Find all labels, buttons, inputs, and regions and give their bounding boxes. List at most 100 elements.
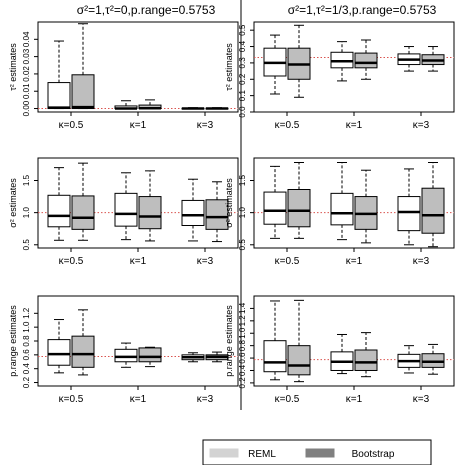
box-body (287, 189, 311, 228)
x-tick-label: κ=3 (197, 120, 214, 131)
box-bootstrap (354, 39, 378, 80)
y-tick-label: 1.5 (22, 174, 31, 186)
legend-label-reml: REML (248, 449, 276, 460)
x-tick-label: κ=0.5 (275, 394, 300, 405)
legend: REML Bootstrap (202, 439, 432, 465)
y-tick-label: 0.2 (238, 73, 247, 85)
y-tick-label: 0.04 (22, 31, 31, 47)
y-tick-label: 0.8 (238, 340, 247, 352)
box-bootstrap (71, 162, 95, 241)
x-tick-label: κ=3 (413, 256, 430, 267)
y-tick-label: 0.0 (238, 106, 247, 118)
box-reml (47, 319, 71, 374)
y-tick-label: 0.2 (22, 376, 31, 388)
y-axis-label: τ² estimates (224, 43, 234, 91)
box-bootstrap (287, 299, 311, 383)
box-body (47, 194, 71, 228)
column-title-right: σ²=1,τ²=1/3,p.range=0.5753 (288, 3, 437, 17)
y-tick-label: 0.4 (238, 40, 247, 52)
box-bootstrap (71, 23, 95, 110)
box-reml (263, 300, 287, 381)
panel-1-1: 0.5 1.0 1.5 σ² estimates κ=0.5 κ=1 κ=3 (224, 157, 455, 267)
box-bootstrap (205, 181, 229, 243)
box-body (397, 196, 421, 232)
box-bootstrap (421, 343, 445, 375)
y-axis-label: σ² estimates (8, 178, 18, 228)
x-tick-label: κ=3 (413, 394, 430, 405)
y-tick-label: 1.5 (238, 174, 247, 186)
box-body (114, 192, 138, 227)
y-tick-label: 0.02 (22, 66, 31, 82)
box-body (47, 339, 71, 366)
box-body (354, 52, 378, 69)
y-tick-label: 1.4 (238, 302, 247, 314)
box-reml (330, 162, 354, 241)
y-tick-label: 0.00 (22, 100, 31, 116)
y-tick-label: 0.3 (238, 57, 247, 69)
box-bootstrap (421, 162, 445, 248)
y-tick-label: 0.1 (238, 90, 247, 102)
y-tick-label: 1.0 (22, 321, 31, 333)
panel-0-0: 0.000.010.02 0.030.04 τ² estimates κ=0.5 κ=1… (8, 21, 239, 131)
box-reml (114, 172, 138, 241)
box-body (287, 345, 311, 376)
box-body (421, 187, 445, 234)
box-body (71, 195, 95, 230)
panels: 0.000.010.02 0.030.04 τ² estimates κ=0.5 κ=1… (8, 21, 455, 405)
column-title-left: σ²=1,τ²=0,p.range=0.5753 (77, 3, 216, 17)
box-reml (47, 167, 71, 241)
y-tick-label: 0.5 (22, 239, 31, 251)
y-tick-label: 1.2 (238, 315, 247, 327)
x-tick-label: κ=3 (197, 394, 214, 405)
box-body (205, 199, 229, 230)
box-reml (114, 100, 138, 110)
y-tick-label: 0.5 (238, 24, 247, 36)
box-body (71, 74, 95, 110)
y-tick-label: 0.5 (238, 239, 247, 251)
box-reml (397, 345, 421, 374)
y-axis-label: p.range estimates (224, 305, 234, 377)
box-reml (263, 165, 287, 239)
x-tick-label: κ=1 (130, 120, 147, 131)
legend-swatch-reml (209, 448, 239, 458)
y-tick-label: 1.2 (22, 307, 31, 319)
box-bootstrap (205, 107, 229, 110)
box-reml (114, 342, 138, 368)
box-bootstrap (205, 351, 229, 363)
y-tick-label: 0.01 (22, 83, 31, 99)
box-body (354, 349, 378, 371)
x-tick-label: κ=1 (130, 256, 147, 267)
box-reml (181, 107, 205, 110)
y-tick-label: 0.6 (22, 349, 31, 361)
y-tick-label: 0.2 (238, 377, 247, 389)
y-tick-label: 0.03 (22, 48, 31, 64)
y-axis-label: p.range estimates (8, 305, 18, 377)
box-bootstrap (421, 46, 445, 72)
box-bootstrap (71, 309, 95, 376)
box-body (47, 82, 71, 110)
box-bootstrap (138, 170, 162, 242)
y-tick-label: 0.8 (22, 335, 31, 347)
panel-0-2: 0.20.4 0.6 0.8 1.0 1.2 p.range estimates κ=0.5… (8, 295, 239, 405)
box-reml (397, 46, 421, 72)
x-tick-label: κ=1 (346, 256, 363, 267)
x-tick-label: κ=0.5 (59, 394, 84, 405)
legend-label-bootstrap: Bootstrap (352, 449, 395, 460)
box-bootstrap (138, 99, 162, 110)
box-body (263, 340, 287, 373)
x-tick-label: κ=0.5 (59, 120, 84, 131)
box-body (181, 199, 205, 227)
box-reml (330, 333, 354, 375)
panel-1-0: 0.0 0.1 0.2 0.3 0.4 0.5 τ² estimates κ=0.5 κ=1 κ=… (224, 21, 455, 131)
box-reml (263, 34, 287, 95)
box-reml (397, 168, 421, 246)
box-bootstrap (287, 162, 311, 239)
legend-swatch-bootstrap (305, 448, 335, 458)
box-reml (330, 41, 354, 82)
box-reml (47, 40, 71, 110)
y-axis-label: σ² estimates (224, 178, 234, 228)
x-tick-label: κ=1 (130, 394, 147, 405)
y-tick-label: 1.0 (238, 207, 247, 219)
box-bootstrap (354, 169, 378, 244)
x-tick-label: κ=3 (413, 120, 430, 131)
